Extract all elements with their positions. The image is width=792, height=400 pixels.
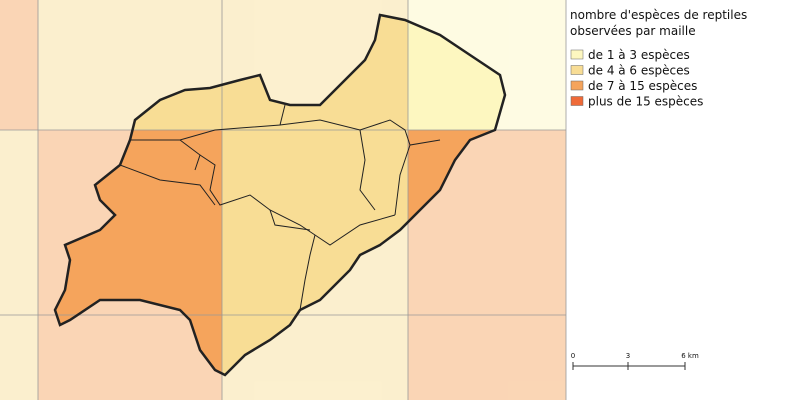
legend-label: de 4 à 6 espèces [588, 64, 690, 78]
grid-cell [0, 130, 38, 315]
grid-lines [0, 0, 567, 400]
scale-label: 0 [571, 352, 575, 360]
communes [119, 104, 441, 311]
grid-cell [408, 315, 566, 400]
legend-label: de 7 à 15 espèces [588, 79, 697, 93]
legend-title: nombre d'espèces de reptiles [570, 8, 747, 22]
legend-swatch [570, 65, 584, 75]
grid-cell [38, 315, 222, 400]
scale-label: 6 km [681, 352, 699, 360]
grid-cell [0, 0, 38, 130]
legend-swatch [570, 80, 584, 91]
scale-bar: 0 3 6 km [571, 352, 699, 370]
scale-label: 3 [626, 352, 630, 360]
legend-label: de 1 à 3 espèces [588, 48, 690, 62]
legend-swatch [570, 49, 584, 60]
legend-swatch [570, 96, 584, 106]
legend-label: plus de 15 espèces [588, 95, 703, 109]
grid-cell [0, 315, 38, 400]
legend-title: observées par maille [570, 24, 696, 38]
